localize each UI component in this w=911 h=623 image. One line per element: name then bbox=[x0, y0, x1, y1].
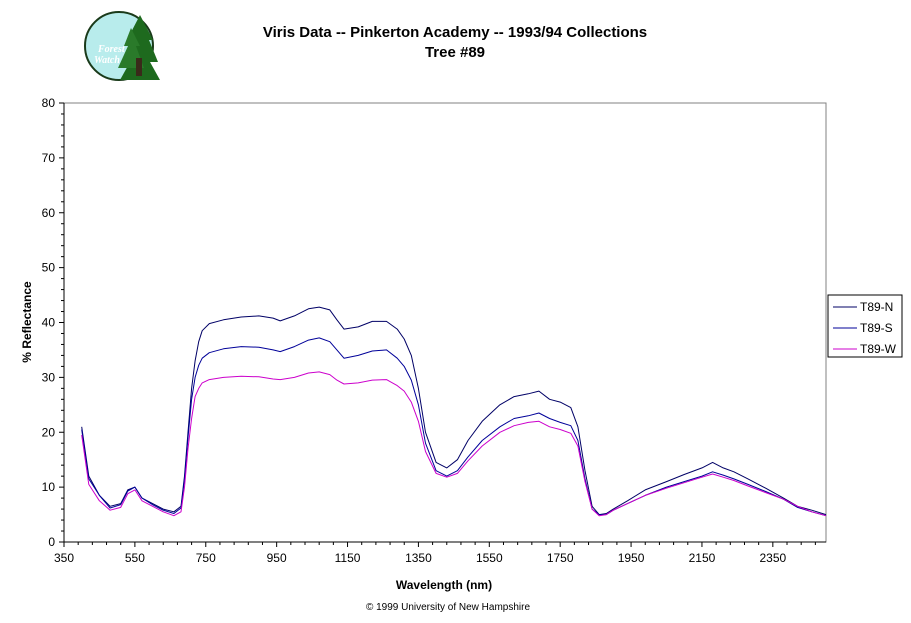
series-line-t89-s bbox=[81, 337, 827, 517]
x-tick-label: 350 bbox=[54, 551, 74, 565]
y-tick-label: 70 bbox=[42, 151, 56, 165]
copyright-footer: © 1999 University of New Hampshire bbox=[366, 602, 531, 613]
chart-title: Viris Data -- Pinkerton Academy -- 1993/… bbox=[263, 24, 647, 41]
x-tick-label: 550 bbox=[125, 551, 145, 565]
legend-box bbox=[827, 294, 903, 358]
x-tick-label: 1750 bbox=[547, 551, 574, 565]
chart-subtitle: Tree #89 bbox=[425, 44, 485, 61]
x-axis-title: Wavelength (nm) bbox=[396, 578, 492, 592]
y-tick-label: 50 bbox=[42, 261, 56, 275]
legend: T89-N T89-S T89-W bbox=[827, 294, 903, 358]
legend-label: T89-N bbox=[860, 300, 893, 314]
x-tick-label: 1550 bbox=[476, 551, 503, 565]
x-tick-label: 950 bbox=[267, 551, 287, 565]
y-tick-label: 80 bbox=[42, 96, 56, 110]
series-lines bbox=[81, 306, 827, 517]
y-tick-label: 40 bbox=[42, 316, 56, 330]
y-tick-label: 60 bbox=[42, 206, 56, 220]
legend-label: T89-W bbox=[860, 342, 897, 356]
legend-label: T89-S bbox=[860, 321, 893, 335]
forest-watch-logo: Forest Watch bbox=[84, 11, 160, 81]
y-tick-label: 10 bbox=[42, 480, 56, 494]
series-line-t89-w bbox=[81, 371, 827, 517]
y-tick-label: 30 bbox=[42, 370, 56, 384]
x-tick-label: 1150 bbox=[335, 551, 361, 565]
y-axis: 0 10 20 30 40 50 60 70 80 bbox=[42, 96, 65, 549]
logo-text-forest: Forest bbox=[97, 44, 126, 55]
y-tick-label: 20 bbox=[42, 425, 56, 439]
x-tick-label: 1950 bbox=[618, 551, 645, 565]
y-tick-label: 0 bbox=[48, 535, 55, 549]
x-tick-label: 750 bbox=[196, 551, 216, 565]
logo-text-watch: Watch bbox=[94, 55, 120, 66]
x-tick-label: 2350 bbox=[759, 551, 786, 565]
x-tick-label: 1350 bbox=[405, 551, 432, 565]
y-axis-title: % Reflectance bbox=[20, 281, 34, 363]
x-tick-label: 2150 bbox=[689, 551, 716, 565]
x-axis: 350 550 750 950 1150 1350 1550 1750 1950 2150 2350 bbox=[54, 541, 826, 565]
